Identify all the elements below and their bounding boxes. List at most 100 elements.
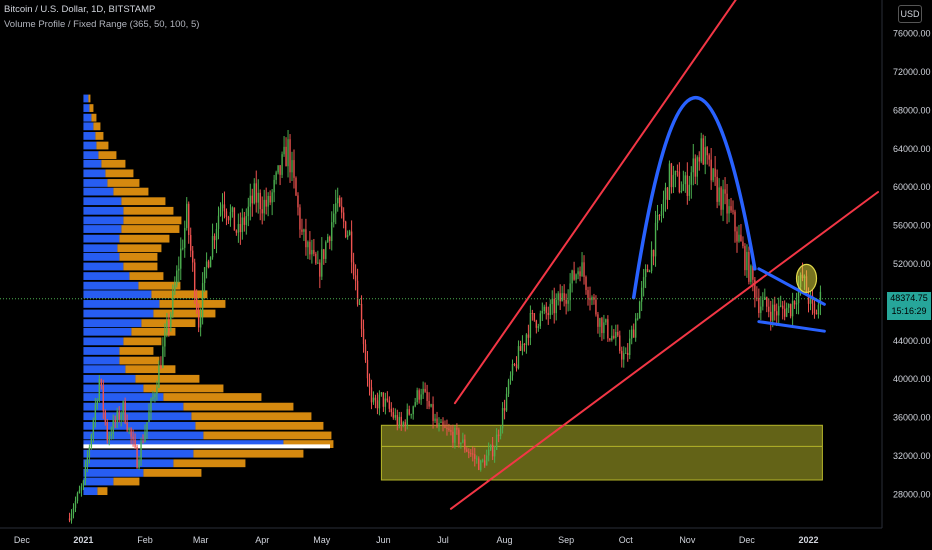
candle-body (444, 426, 446, 428)
candle-body (70, 513, 73, 521)
candle-body (448, 428, 450, 430)
candle-body (342, 212, 345, 222)
candle-body (118, 411, 120, 420)
candle-body (466, 449, 468, 452)
candle-body (331, 222, 333, 241)
candle-body (227, 216, 230, 221)
vp-down-bar (96, 141, 109, 150)
candle-body (307, 241, 309, 248)
indicator-label[interactable]: Volume Profile / Fixed Range (365, 50, 1… (4, 19, 200, 30)
candle-body (776, 311, 778, 316)
candle-body (791, 300, 794, 317)
vp-down-bar (91, 113, 97, 122)
vp-up-bar (83, 272, 130, 280)
price-tick-label: 60000.00 (893, 182, 931, 192)
time-tick-label: Jul (437, 535, 449, 545)
candle-body (205, 261, 208, 268)
candle-body (350, 231, 353, 263)
price-axis-bg (882, 0, 932, 550)
vp-up-bar (83, 356, 120, 365)
vp-up-bar (83, 122, 94, 131)
vp-down-bar (123, 206, 174, 215)
price-axis[interactable]: 76000.00 72000.00 68000.00 64000.00 60000.00… (881, 0, 932, 550)
candle-body (209, 257, 212, 268)
candle-body (352, 262, 355, 276)
vp-down-bar (195, 421, 324, 430)
candle-body (158, 365, 160, 388)
candle-body (692, 158, 694, 173)
candle-body (545, 306, 547, 313)
candle-body (283, 146, 285, 155)
candle-body (567, 300, 569, 304)
candle-body (434, 418, 436, 421)
vp-down-bar (123, 337, 162, 346)
candle-body (325, 242, 327, 259)
candle-body (583, 262, 585, 277)
candle-body (86, 457, 89, 466)
price-tick-label: 72000.00 (893, 67, 931, 77)
last-price-value: 48374.75 (890, 293, 928, 303)
candle-body (702, 138, 704, 165)
time-tick-label: 2022 (798, 535, 818, 545)
candle-body (631, 329, 633, 339)
candle-body (547, 312, 549, 316)
candle-body (82, 480, 85, 487)
candle-body (182, 247, 184, 249)
candle-body (809, 295, 812, 304)
bar-countdown: 15:16:29 (891, 306, 927, 316)
vp-up-bar (83, 244, 118, 253)
candle-body (485, 455, 488, 466)
candle-body (390, 408, 393, 413)
candle-body (609, 338, 611, 341)
vp-up-bar (83, 141, 97, 150)
candle-body (348, 231, 351, 235)
candle-body (521, 343, 524, 351)
candle-body (781, 305, 784, 309)
currency-badge[interactable]: USD (898, 5, 922, 23)
candle-body (708, 155, 710, 160)
support-line (757, 320, 826, 333)
candle-body (136, 446, 138, 469)
candle-body (410, 414, 412, 416)
candle-body (577, 271, 579, 275)
candle-body (195, 297, 198, 311)
candle-body (313, 249, 315, 254)
candle-body (501, 408, 504, 429)
candle-body (126, 422, 128, 431)
candle-body (772, 304, 774, 321)
candle-body (511, 363, 514, 376)
vp-down-bar (101, 159, 126, 168)
vp-down-bar (98, 151, 117, 160)
price-tick-label: 40000.00 (893, 374, 931, 384)
candle-body (422, 388, 424, 395)
candle-body (241, 217, 244, 233)
candle-body (253, 183, 255, 204)
time-axis[interactable]: Dec 2021 Feb Mar Apr May Jun Jul Aug Sep Oct Nov Dec… (0, 527, 932, 550)
candle-body (132, 436, 134, 440)
candle-body (333, 213, 335, 223)
candle-body (636, 318, 639, 320)
candle-body (108, 435, 110, 441)
candle-body (454, 428, 456, 443)
candle-body (134, 439, 136, 447)
candle-body (638, 301, 641, 319)
candle-body (114, 419, 116, 423)
candle-body (787, 304, 790, 308)
candle-body (329, 236, 331, 241)
candle-body (627, 352, 629, 355)
candle-body (648, 270, 651, 272)
candle-body (589, 297, 591, 301)
candle-body (245, 216, 248, 225)
candle-body (237, 224, 240, 233)
candle-body (418, 390, 420, 400)
candle-body (317, 262, 319, 264)
candle-body (217, 215, 220, 229)
candle-body (428, 400, 430, 407)
vp-up-bar (83, 234, 120, 243)
candle-body (529, 312, 532, 338)
candle-body (311, 249, 313, 255)
candle-body (793, 300, 796, 305)
vp-up-bar (83, 252, 120, 261)
vp-up-bar (83, 449, 194, 458)
